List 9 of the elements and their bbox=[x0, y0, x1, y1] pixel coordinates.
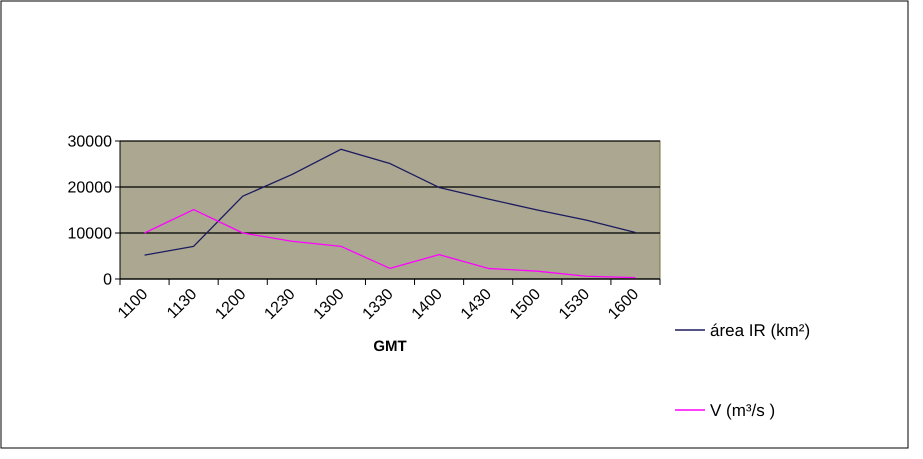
y-tick-label: 0 bbox=[103, 272, 112, 289]
line-series bbox=[144, 148, 636, 256]
legend-label: V (m³/s ) bbox=[710, 400, 776, 420]
line-series bbox=[144, 208, 636, 278]
y-tick-label: 10000 bbox=[68, 226, 112, 243]
y-tick-label: 30000 bbox=[68, 134, 112, 151]
x-axis-title: GMT bbox=[373, 338, 407, 355]
y-tick-label: 20000 bbox=[68, 180, 112, 197]
legend-label: área IR (km²) bbox=[710, 320, 810, 340]
